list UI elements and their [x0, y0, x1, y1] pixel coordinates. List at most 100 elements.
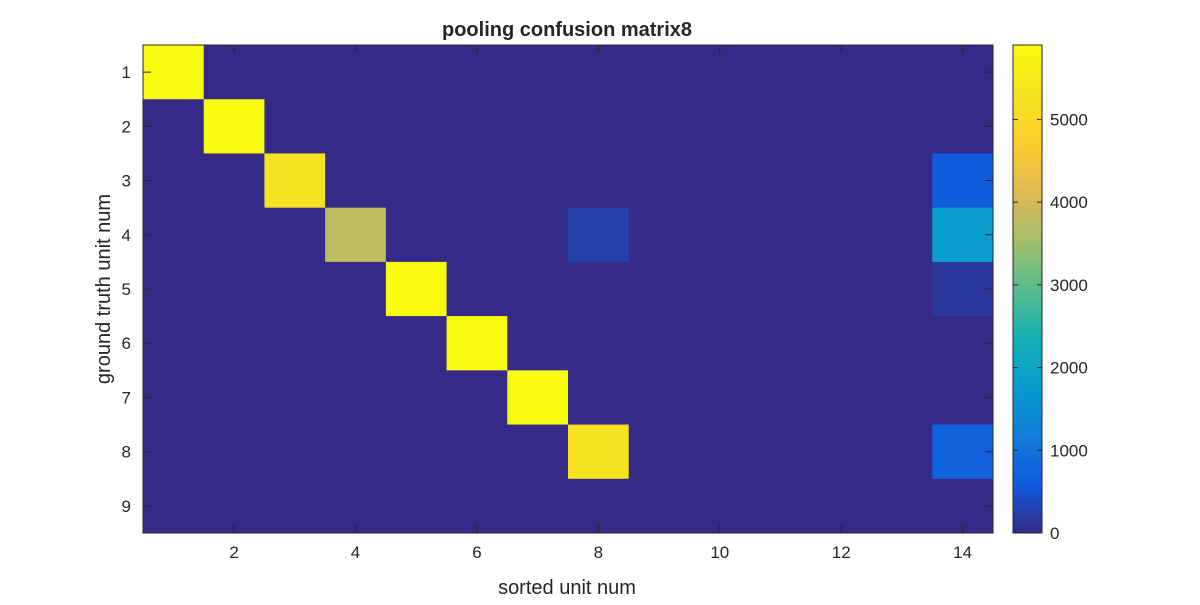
heatmap-cell: [325, 153, 387, 209]
colorbar-tick-label: 0: [1050, 524, 1059, 543]
heatmap-cell: [568, 261, 630, 317]
heatmap-cell: [203, 261, 265, 317]
heatmap-cell: [750, 478, 812, 534]
heatmap-cell: [507, 370, 569, 426]
heatmap-cell: [628, 370, 690, 426]
y-tick-label: 6: [122, 334, 131, 353]
heatmap-cell: [750, 153, 812, 209]
y-tick-label: 1: [122, 63, 131, 82]
heatmap-cell: [385, 45, 448, 100]
heatmap-cell: [871, 316, 933, 371]
heatmap-cell: [446, 153, 508, 209]
heatmap-cell: [810, 45, 873, 100]
heatmap-cell: [689, 478, 751, 534]
heatmap-cell: [143, 207, 205, 263]
y-tick-label: 4: [122, 226, 131, 245]
heatmap-cell: [143, 45, 205, 100]
heatmap-cell: [750, 316, 812, 371]
heatmap-cell: [810, 424, 873, 480]
heatmap-cell: [446, 45, 508, 100]
heatmap-cell: [143, 316, 205, 371]
heatmap-cell: [507, 261, 569, 317]
heatmap-cell: [689, 424, 751, 480]
x-tick-label: 4: [351, 543, 360, 562]
heatmap-cell: [203, 424, 265, 480]
heatmap-cell: [932, 45, 994, 100]
heatmap-cell: [871, 424, 933, 480]
heatmap-cell: [507, 99, 569, 154]
heatmap-cell: [446, 478, 508, 534]
x-tick-label: 10: [710, 543, 729, 562]
heatmap-cell: [932, 316, 994, 371]
heatmap-cell: [203, 207, 265, 263]
heatmap-cell: [810, 316, 873, 371]
chart-title: pooling confusion matrix8: [442, 19, 692, 41]
heatmap-cell: [810, 261, 873, 317]
heatmap-cell: [507, 153, 569, 209]
heatmap-cell: [264, 261, 326, 317]
y-tick-label: 7: [122, 388, 131, 407]
y-axis-ticks: 1 2 3 4 5 6 7 8 9: [122, 63, 993, 516]
heatmap-cell: [507, 207, 569, 263]
heatmap-cell: [689, 99, 751, 154]
heatmap-cell: [628, 316, 690, 371]
heatmap-cell: [264, 316, 326, 371]
heatmap-cell: [750, 261, 812, 317]
heatmap-cell: [446, 99, 508, 154]
heatmap-cell: [143, 261, 205, 317]
heatmap-cell: [446, 316, 508, 371]
heatmap-cell: [568, 45, 630, 100]
heatmap-cell: [750, 207, 812, 263]
heatmap-cell: [568, 370, 630, 426]
heatmap-cell: [568, 316, 630, 371]
x-tick-label: 2: [229, 543, 238, 562]
y-tick-label: 3: [122, 172, 131, 191]
heatmap-cell: [689, 45, 751, 100]
heatmap-cell: [446, 370, 508, 426]
heatmap-cell: [143, 478, 205, 534]
heatmap-cell: [385, 207, 448, 263]
x-tick-label: 12: [832, 543, 851, 562]
heatmap-cell: [568, 424, 630, 480]
heatmap-cell: [325, 316, 387, 371]
colorbar: [1012, 44, 1043, 534]
heatmap-cell: [871, 153, 933, 209]
heatmap-cell: [203, 45, 265, 100]
heatmap-cell: [628, 424, 690, 480]
heatmap-cell: [628, 207, 690, 263]
heatmap-cell: [325, 261, 387, 317]
heatmap-cell: [932, 424, 994, 480]
heatmap-cell: [932, 99, 994, 154]
heatmap-cell: [325, 424, 387, 480]
heatmap-cell: [689, 370, 751, 426]
heatmap-cell: [871, 207, 933, 263]
heatmap-cell: [932, 370, 994, 426]
heatmap-cell: [446, 424, 508, 480]
heatmap-cell: [143, 99, 205, 154]
heatmap-cell: [810, 153, 873, 209]
heatmap-cell: [750, 99, 812, 154]
heatmap-cell: [325, 370, 387, 426]
heatmap-cell: [385, 99, 448, 154]
x-tick-label: 14: [953, 543, 972, 562]
heatmap-cell: [628, 45, 690, 100]
heatmap-cell: [871, 370, 933, 426]
x-tick-label: 8: [594, 543, 603, 562]
heatmap-cell: [203, 478, 265, 534]
heatmap-cell: [264, 45, 326, 100]
y-tick-label: 2: [122, 117, 131, 136]
heatmap-cell: [507, 424, 569, 480]
heatmap-cell: [628, 261, 690, 317]
y-axis-label: ground truth unit num: [93, 194, 115, 384]
heatmap-cell: [264, 370, 326, 426]
heatmap-cell: [689, 207, 751, 263]
heatmap-cell: [750, 45, 812, 100]
y-tick-label: 5: [122, 280, 131, 299]
x-axis-ticks: 2 4 6 8 10 12 14: [229, 45, 972, 562]
heatmap-cell: [932, 261, 994, 317]
heatmap-cell: [932, 207, 994, 263]
heatmap-cell: [689, 316, 751, 371]
heatmap-cell: [143, 370, 205, 426]
